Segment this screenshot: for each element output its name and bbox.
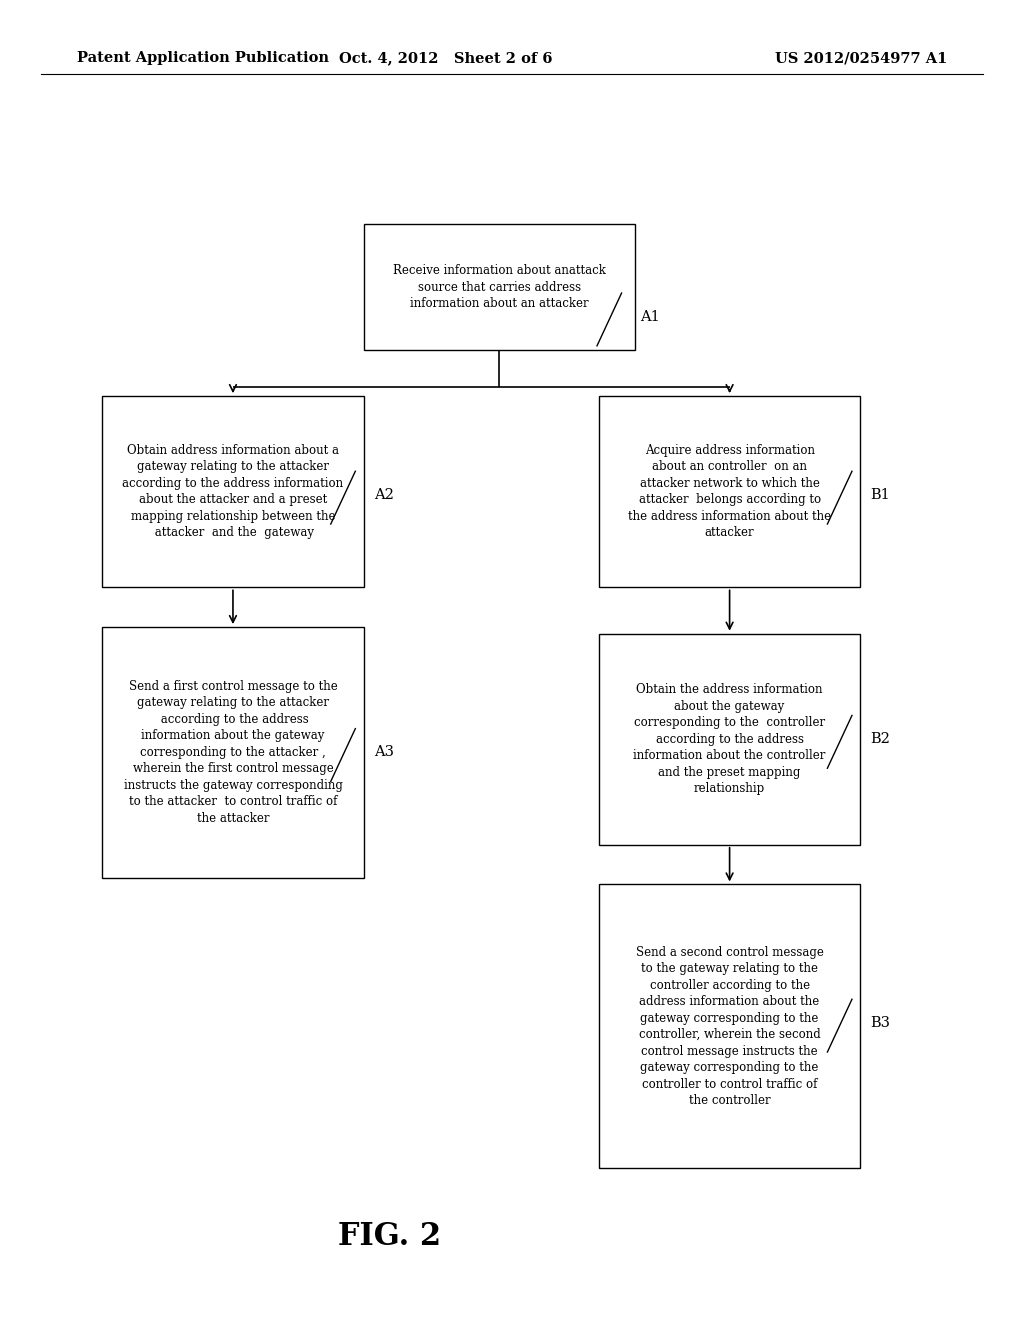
Text: Acquire address information
about an controller  on an
attacker network to which: Acquire address information about an con… (628, 444, 831, 540)
Text: Receive information about anattack
source that carries address
information about: Receive information about anattack sourc… (393, 264, 605, 310)
Text: US 2012/0254977 A1: US 2012/0254977 A1 (775, 51, 947, 65)
Text: Send a first control message to the
gateway relating to the attacker
 according : Send a first control message to the gate… (124, 680, 342, 825)
Bar (599, 396, 860, 587)
Text: Obtain the address information
about the gateway
corresponding to the  controlle: Obtain the address information about the… (634, 684, 825, 795)
Text: B2: B2 (870, 733, 890, 746)
Text: Patent Application Publication: Patent Application Publication (77, 51, 329, 65)
Text: A2: A2 (374, 488, 393, 502)
Text: B3: B3 (870, 1016, 891, 1030)
Bar (102, 396, 364, 587)
Text: Oct. 4, 2012   Sheet 2 of 6: Oct. 4, 2012 Sheet 2 of 6 (339, 51, 552, 65)
Bar (599, 884, 860, 1168)
Text: Send a second control message
to the gateway relating to the
controller accordin: Send a second control message to the gat… (636, 945, 823, 1107)
Text: A1: A1 (640, 310, 659, 323)
Text: Obtain address information about a
gateway relating to the attacker
according to: Obtain address information about a gatew… (123, 444, 343, 540)
Text: FIG. 2: FIG. 2 (338, 1221, 440, 1253)
Text: B1: B1 (870, 488, 890, 502)
Bar (364, 224, 635, 350)
Text: A3: A3 (374, 746, 394, 759)
Bar (102, 627, 364, 878)
Bar (599, 634, 860, 845)
